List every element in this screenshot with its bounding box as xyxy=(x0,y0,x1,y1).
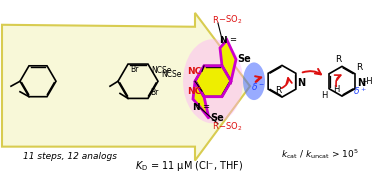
Text: Se: Se xyxy=(210,114,224,124)
Polygon shape xyxy=(2,13,250,160)
Ellipse shape xyxy=(183,39,243,123)
Text: NCSe: NCSe xyxy=(151,66,171,75)
Text: $-$SO$_2$: $-$SO$_2$ xyxy=(218,14,242,26)
Text: R: R xyxy=(335,55,341,64)
Polygon shape xyxy=(220,40,236,81)
Text: $\mathit{K}_{\mathrm{D}}$ = 11 μM (Cl⁻, THF): $\mathit{K}_{\mathrm{D}}$ = 11 μM (Cl⁻, … xyxy=(135,159,243,173)
Text: Se: Se xyxy=(237,54,251,64)
Text: $-$SO$_2$: $-$SO$_2$ xyxy=(218,121,242,133)
Text: N: N xyxy=(297,78,305,88)
Text: Br: Br xyxy=(130,65,138,74)
Text: H: H xyxy=(321,91,327,100)
Text: –H: –H xyxy=(363,77,373,86)
Text: NC: NC xyxy=(187,67,201,76)
Text: 11 steps, 12 analogs: 11 steps, 12 analogs xyxy=(23,152,117,161)
Text: R: R xyxy=(212,16,218,25)
Ellipse shape xyxy=(243,62,265,100)
Text: Br: Br xyxy=(150,88,158,97)
Text: $\delta^-$: $\delta^-$ xyxy=(251,81,265,92)
Text: R: R xyxy=(356,63,362,72)
Text: NC: NC xyxy=(187,87,201,96)
Text: R: R xyxy=(275,86,281,95)
Text: =: = xyxy=(229,36,236,45)
Text: R: R xyxy=(212,122,218,131)
Text: N: N xyxy=(219,36,227,45)
Text: =: = xyxy=(202,103,209,111)
Polygon shape xyxy=(193,81,209,118)
Text: $k_{\mathrm{cat}}$ / $k_{\mathrm{uncat}}$ > 10$^{5}$: $k_{\mathrm{cat}}$ / $k_{\mathrm{uncat}}… xyxy=(281,147,359,160)
Text: H: H xyxy=(334,85,340,94)
Text: $\delta^+$: $\delta^+$ xyxy=(353,85,367,97)
Text: N: N xyxy=(192,103,200,111)
Text: NCSe: NCSe xyxy=(161,70,181,79)
Polygon shape xyxy=(195,66,231,97)
Text: N: N xyxy=(357,78,365,88)
